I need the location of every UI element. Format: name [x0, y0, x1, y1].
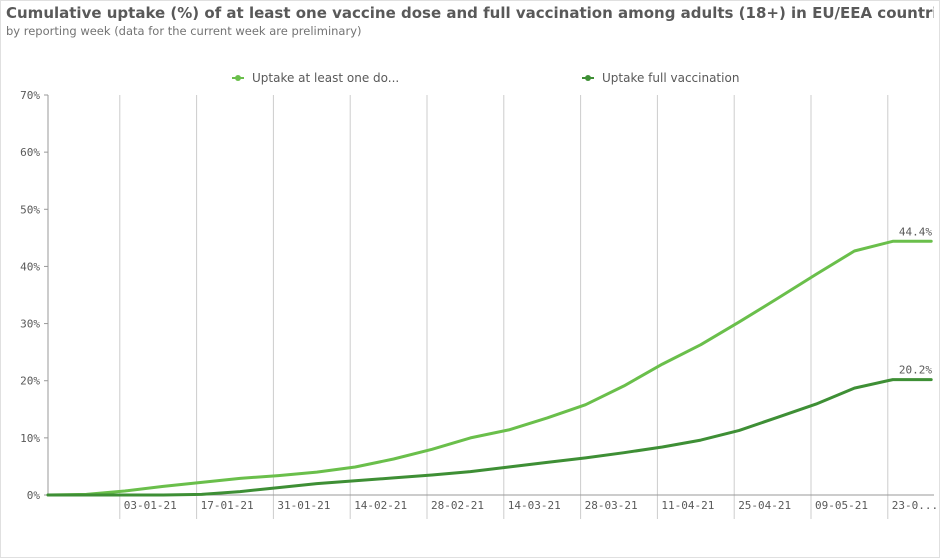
chart-title: Cumulative uptake (%) of at least one va… — [6, 4, 934, 22]
x-tick-label: 17-01-21 — [201, 499, 254, 512]
legend-label[interactable]: Uptake at least one do... — [252, 71, 399, 85]
y-axis-ticks: 0% 10% 20% 30% 40% 50% 60% 70% — [20, 89, 48, 502]
x-tick-label: 03-01-21 — [124, 499, 177, 512]
legend-swatch-dot — [585, 75, 591, 81]
legend-swatch-dot — [235, 75, 241, 81]
x-tick-label: 11-04-21 — [661, 499, 714, 512]
y-tick-label: 70% — [20, 89, 40, 102]
end-value-label: 44.4% — [899, 225, 932, 238]
series-line[interactable] — [46, 239, 933, 497]
y-tick-label: 0% — [27, 489, 41, 502]
end-value-label: 20.2% — [899, 364, 932, 377]
x-axis-ticks: 03-01-21 17-01-21 31-01-21 14-02-21 28-02-21… — [124, 499, 938, 512]
x-tick-label: 14-02-21 — [354, 499, 407, 512]
x-tick-label: 09-05-21 — [815, 499, 868, 512]
y-tick-label: 10% — [20, 432, 40, 445]
legend-label[interactable]: Uptake full vaccination — [602, 71, 739, 85]
x-tick-label: 28-02-21 — [431, 499, 484, 512]
series-line[interactable] — [46, 378, 933, 497]
y-tick-label: 20% — [20, 375, 40, 388]
x-tick-label: 31-01-21 — [277, 499, 330, 512]
series-lines — [46, 239, 933, 497]
y-tick-label: 50% — [20, 203, 40, 216]
x-tick-label: 28-03-21 — [585, 499, 638, 512]
chart-subtitle: by reporting week (data for the current … — [6, 24, 362, 38]
end-labels: 44.4% 20.2% — [899, 225, 932, 376]
y-tick-label: 30% — [20, 318, 40, 331]
grid-lines — [119, 95, 889, 519]
x-tick-label: 14-03-21 — [508, 499, 561, 512]
y-tick-label: 60% — [20, 146, 40, 159]
legend[interactable]: Uptake at least one do... Uptake full vac… — [232, 71, 739, 85]
y-tick-label: 40% — [20, 260, 40, 273]
x-tick-label: 23-0... — [892, 499, 938, 512]
x-tick-label: 25-04-21 — [738, 499, 791, 512]
